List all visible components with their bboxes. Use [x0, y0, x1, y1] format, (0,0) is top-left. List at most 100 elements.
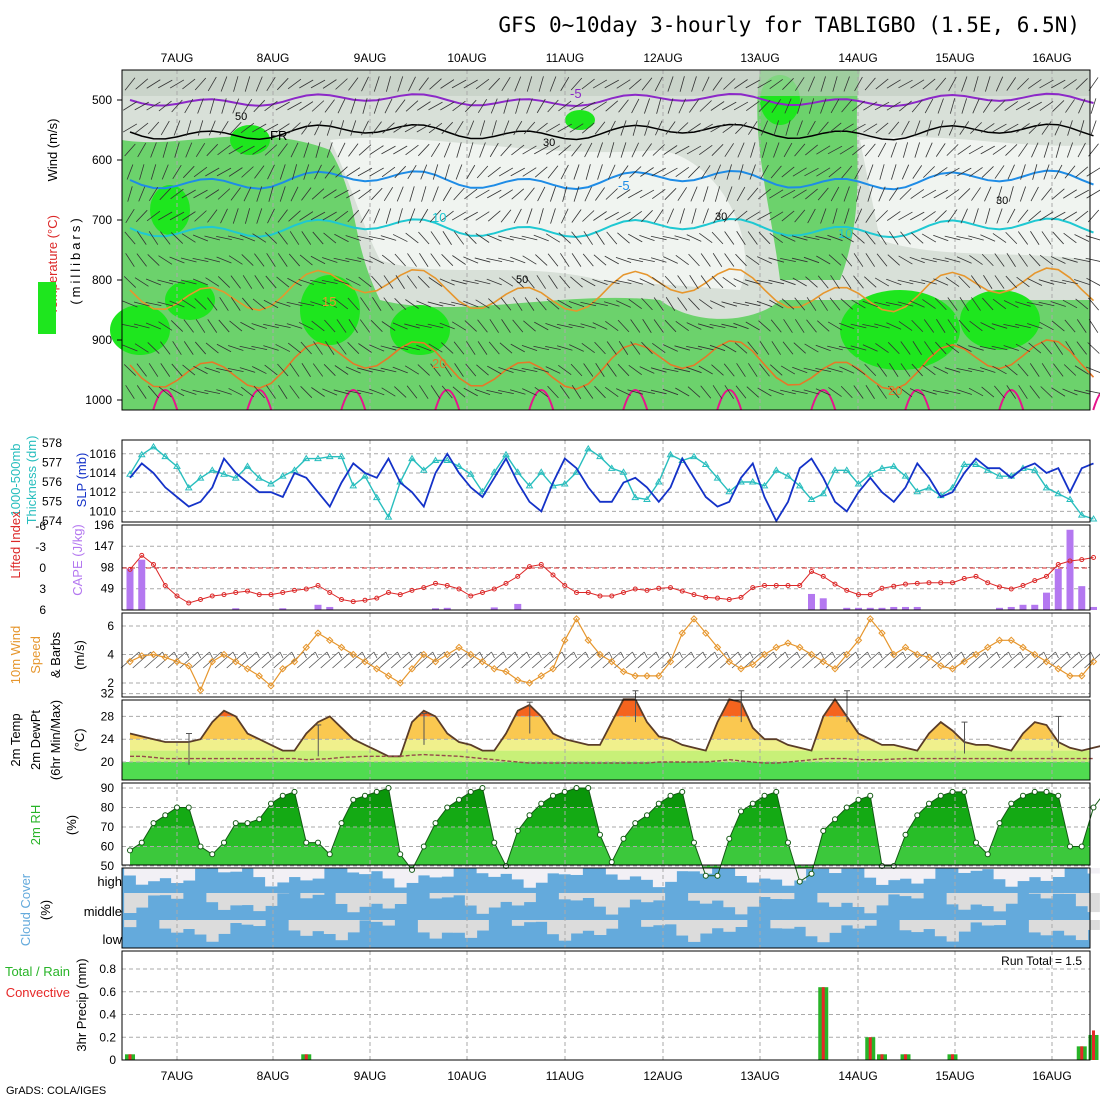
li-tick-label: 6	[39, 603, 46, 617]
wind-barb	[361, 76, 369, 92]
wind-barb	[464, 188, 478, 200]
wind-barb	[864, 276, 877, 288]
wind-barb	[606, 363, 617, 377]
cloud-free-segment	[923, 868, 936, 879]
wind-barb	[973, 76, 979, 92]
wind-barb	[439, 322, 455, 330]
temp-contour-25	[716, 389, 743, 411]
wind-barb	[839, 123, 854, 133]
wind-speed-point	[878, 629, 886, 637]
wind-barb	[526, 76, 533, 92]
wind-barb	[123, 364, 137, 376]
wind-barb	[820, 98, 827, 114]
wind-barb	[240, 122, 255, 134]
wind-barb	[510, 167, 525, 177]
wind-barb	[968, 235, 984, 241]
wind-barb	[310, 79, 326, 89]
rh-band	[130, 827, 1090, 847]
wind-barb	[1015, 301, 1031, 307]
wind-barb	[773, 120, 779, 136]
wind-barb	[416, 300, 432, 308]
wind-barb	[514, 76, 522, 92]
cloud-free-segment	[417, 868, 431, 876]
precip-tick-label: 0.8	[99, 962, 116, 976]
wind-barb	[1050, 301, 1066, 307]
wind-barb	[228, 255, 243, 265]
rh-axis-label: (%)	[64, 815, 79, 835]
wind-barb	[556, 345, 573, 351]
wind-barb	[298, 322, 314, 330]
rh-point	[420, 843, 427, 850]
wind-barb	[874, 277, 890, 287]
wind-barb	[839, 233, 854, 243]
rh-point	[326, 851, 333, 858]
wind-speed-point	[890, 650, 898, 659]
cloud-free-segment	[488, 868, 501, 877]
rh-point	[409, 866, 415, 873]
wind-barb	[923, 319, 935, 333]
wind-barb	[147, 385, 160, 399]
cape-bar	[878, 607, 886, 610]
wind-barb	[232, 98, 240, 114]
wind-barb	[219, 297, 229, 311]
wind-barb	[314, 164, 322, 180]
wind-barb	[157, 279, 174, 285]
wind-barb	[760, 120, 769, 136]
wind-barb	[654, 76, 663, 92]
thickness-point	[654, 478, 663, 485]
wind-barb	[1066, 142, 1074, 158]
wind-barb	[700, 253, 711, 267]
wind-barb	[439, 278, 455, 286]
thickness-point	[478, 487, 487, 495]
wind-barb	[122, 300, 138, 308]
wind-barb	[358, 343, 372, 353]
wind-barb	[254, 253, 265, 267]
thickness-point	[760, 481, 769, 489]
wind-barb	[677, 297, 688, 311]
wind-barb	[616, 189, 631, 199]
wind-speed-point	[995, 636, 1004, 644]
wind-barb	[691, 76, 697, 92]
surface-wind-barb	[661, 651, 680, 669]
rh-point	[232, 820, 239, 827]
wind-barb	[146, 79, 161, 89]
wind-barb	[558, 100, 572, 112]
rh-point	[867, 792, 874, 799]
wind-barb	[744, 301, 761, 307]
wind-barb	[266, 253, 276, 267]
cloud-free-segment	[840, 920, 854, 926]
rh-point	[949, 788, 956, 795]
wind-barb	[891, 164, 897, 180]
surface-wind-barb	[273, 651, 293, 669]
wind-barb	[885, 302, 902, 306]
wind-barb	[290, 186, 299, 202]
wind-barb	[427, 323, 444, 329]
wind-barb	[700, 385, 712, 399]
wind-barb	[358, 188, 372, 200]
dewpoint-series-line	[130, 753, 1094, 764]
wind-speed-point	[1031, 650, 1039, 659]
wind-barb	[186, 120, 192, 136]
wind-barb	[276, 276, 290, 288]
rh-point	[808, 870, 815, 877]
wind-barb	[183, 319, 194, 333]
cloud-free-segment	[159, 868, 172, 879]
cloud-free-segment	[300, 868, 313, 881]
cloud-free-segment	[464, 920, 478, 938]
wind-barb	[463, 79, 478, 89]
rh-point	[984, 851, 991, 858]
wind-barb	[945, 167, 960, 177]
wind-barb	[996, 208, 1003, 224]
wind-barb	[371, 275, 383, 289]
rh-point	[221, 839, 227, 846]
wind-barb	[229, 320, 243, 332]
wind-barb	[632, 120, 638, 136]
surface-wind-barb	[790, 651, 810, 669]
surface-wind-barb	[308, 651, 328, 669]
wind-axis-label: Speed	[28, 636, 43, 674]
cloud-free-segment	[241, 893, 254, 906]
wind-barb	[981, 253, 994, 267]
rh-point	[467, 788, 474, 795]
wind-barb	[796, 120, 803, 136]
cloud-free-segment	[629, 868, 642, 877]
